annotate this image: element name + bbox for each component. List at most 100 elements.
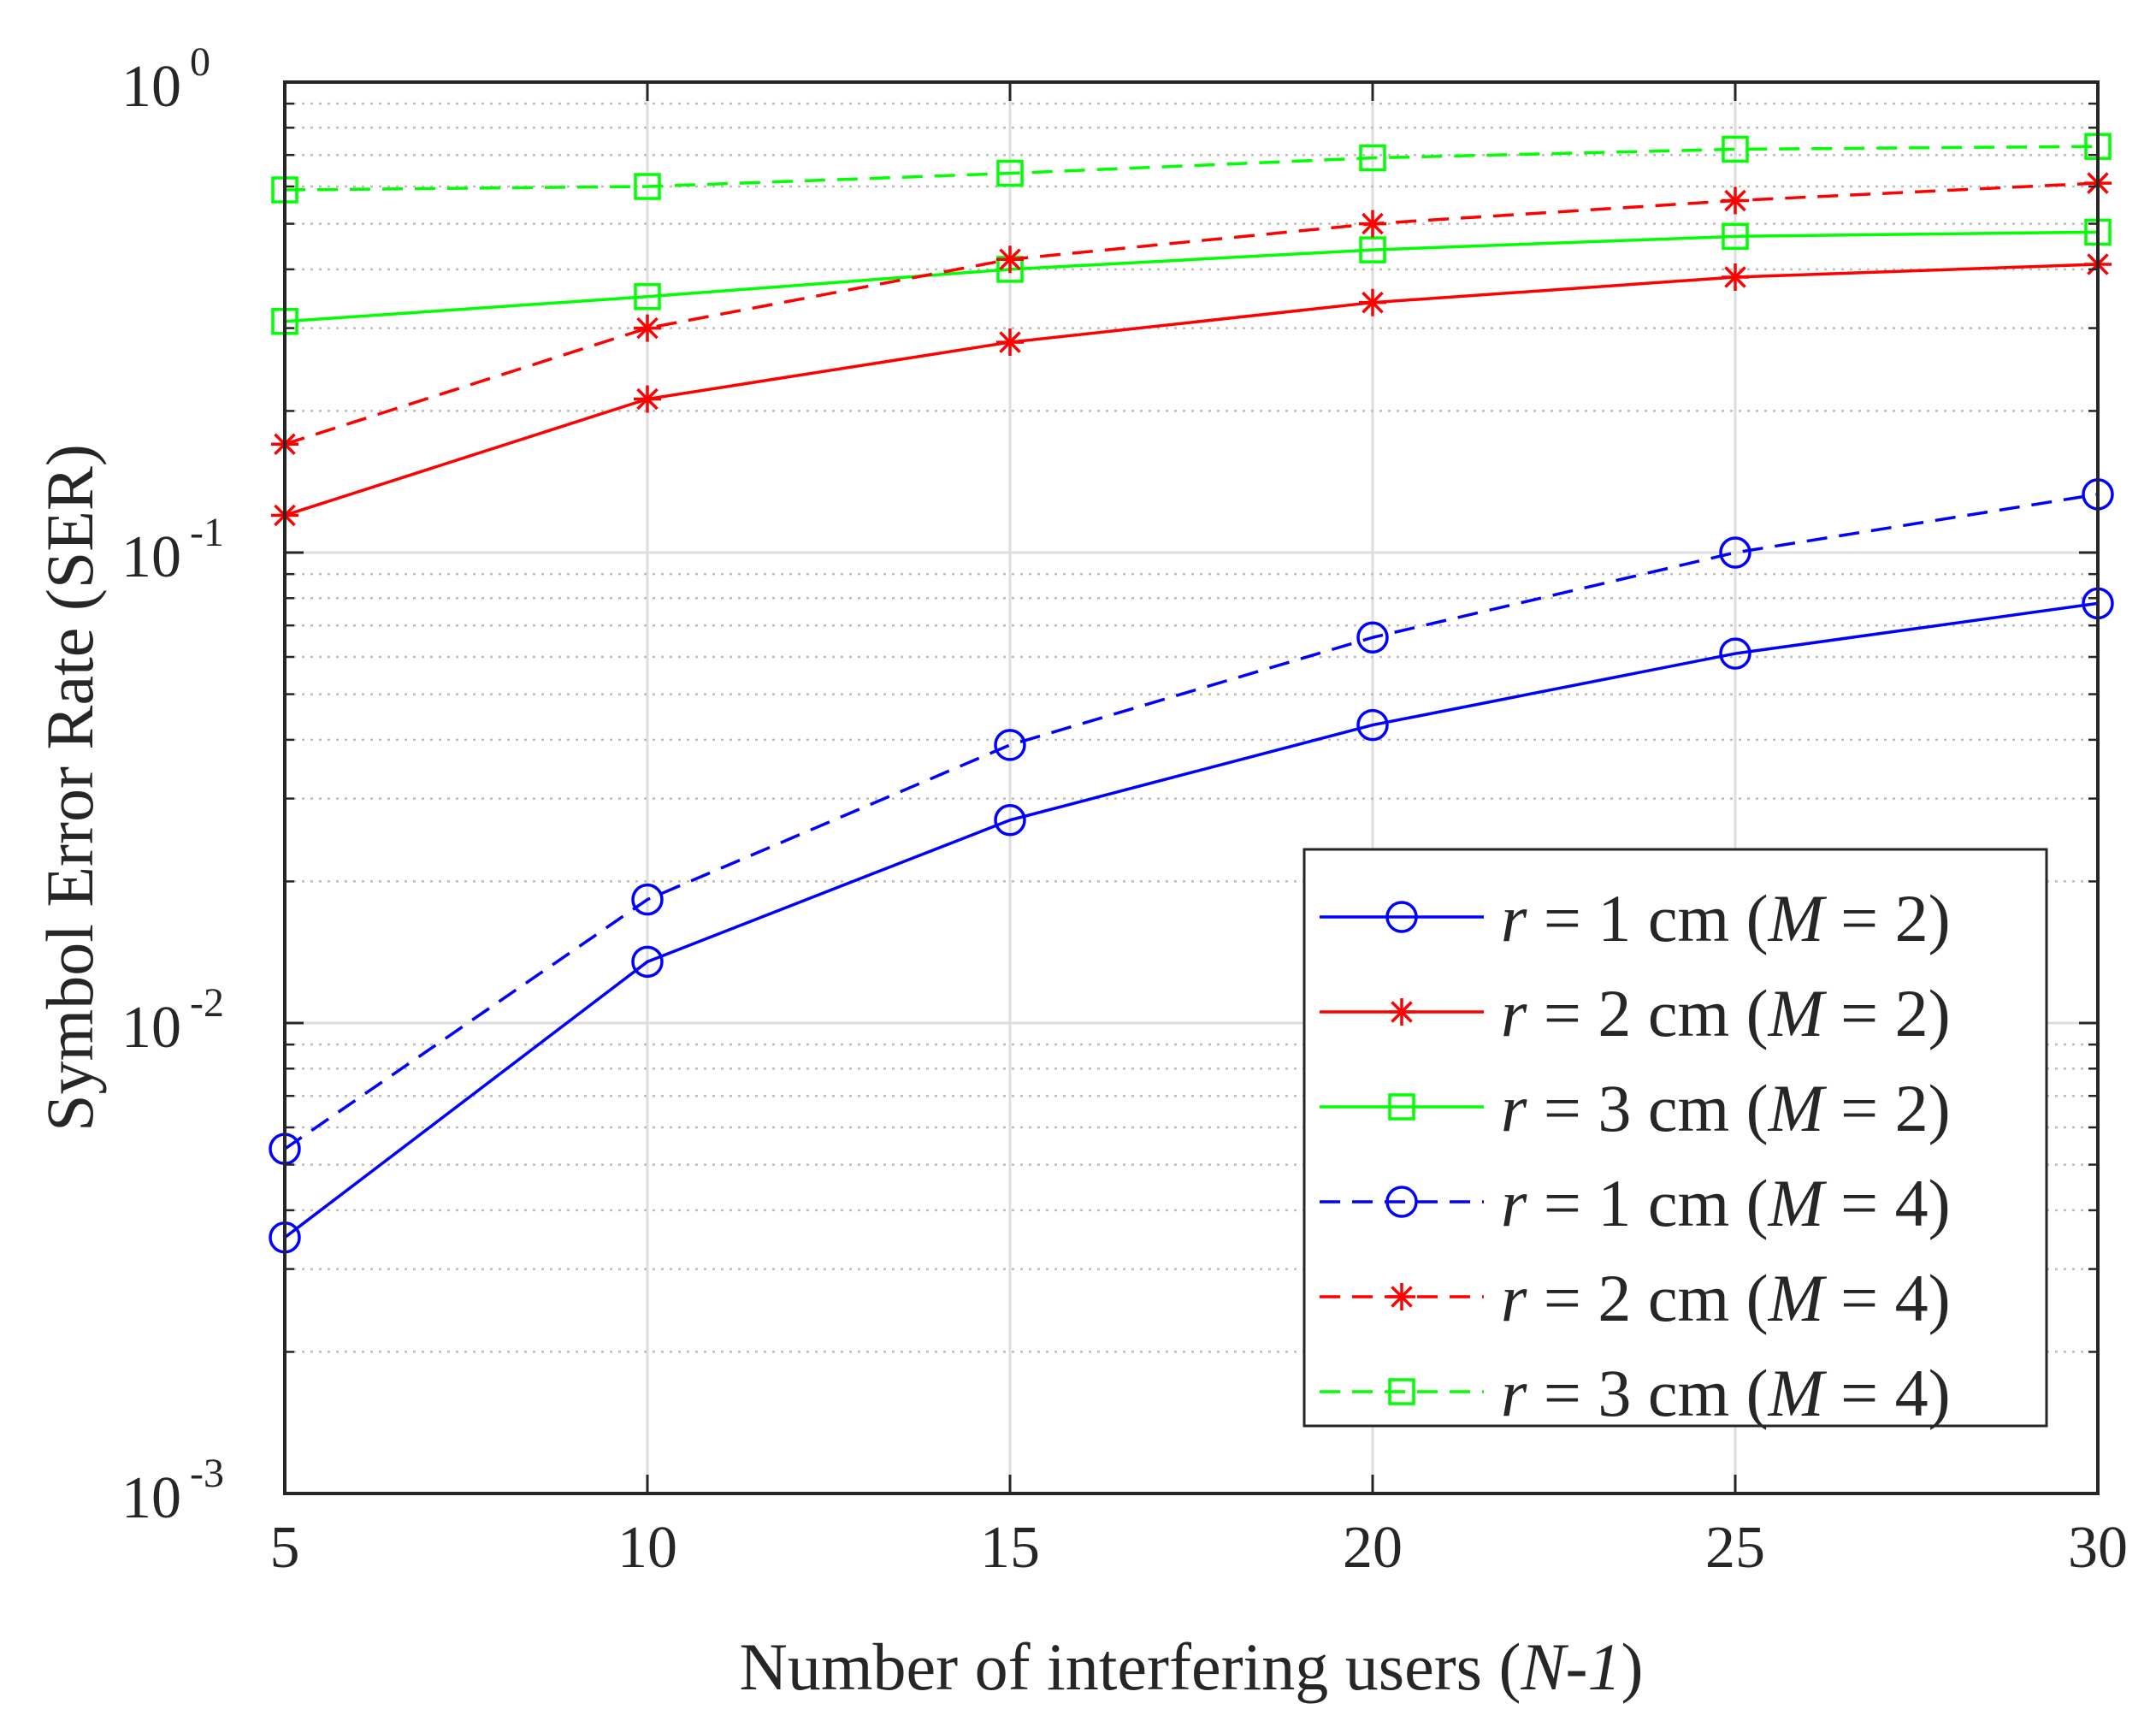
- legend-mvar: M: [1768, 1071, 1828, 1145]
- y-tick-label: 10 -3: [121, 1451, 224, 1531]
- legend-marker: [1388, 1283, 1415, 1310]
- y-tick-label: 10 -2: [121, 980, 224, 1061]
- star-stroke: [1362, 212, 1384, 235]
- axes-box: [283, 80, 2100, 1495]
- legend-entry: r = 3 cm (M = 4): [1320, 1356, 1951, 1430]
- series-line: [284, 145, 2099, 192]
- x-tick-label: 30: [2068, 1515, 2128, 1581]
- x-tick-label: 15: [980, 1515, 1040, 1581]
- data-point: [1722, 135, 1749, 163]
- y-tick-label: 10 -1: [121, 510, 224, 590]
- legend-var: r: [1501, 976, 1527, 1050]
- series-line: [284, 263, 2099, 518]
- legend-entry: r = 1 cm (M = 4): [1320, 1166, 1951, 1240]
- legend-mval: = 2): [1824, 1071, 1951, 1145]
- legend-var: r: [1501, 1261, 1527, 1335]
- x-tick-label: 10: [617, 1515, 677, 1581]
- data-point: [634, 173, 661, 200]
- legend-rest: = 3 cm (: [1527, 1071, 1768, 1145]
- legend: r = 1 cm (M = 2)r = 2 cm (M = 2)r = 3 cm…: [1302, 848, 2048, 1430]
- legend-mvar: M: [1768, 1356, 1828, 1430]
- legend-box: [1302, 848, 2048, 1428]
- legend-label: r = 2 cm (M = 4): [1501, 1261, 1951, 1335]
- star-stroke: [1362, 291, 1384, 314]
- series-line: [283, 601, 2099, 1239]
- data-point: [634, 283, 661, 311]
- data-point: [1719, 536, 1751, 569]
- legend-entry: r = 1 cm (M = 2): [1320, 881, 1951, 955]
- y-tick-base: 10: [121, 1465, 181, 1531]
- legend-mvar: M: [1768, 881, 1828, 955]
- y-axis-label: Symbol Error Rate (SER): [32, 444, 107, 1132]
- legend-label: r = 2 cm (M = 2): [1501, 976, 1951, 1050]
- data-point: [996, 159, 1024, 187]
- legend-rest: = 3 cm (: [1527, 1356, 1768, 1430]
- legend-rest: = 2 cm (: [1527, 976, 1768, 1050]
- legend-rest: = 1 cm (: [1527, 881, 1768, 955]
- legend-mval: = 4): [1824, 1261, 1951, 1335]
- data-point: [996, 245, 1024, 274]
- legend-marker: [1388, 998, 1415, 1026]
- data-point: [1359, 288, 1386, 316]
- y-tick-base: 10: [121, 524, 181, 590]
- x-axis-label: Number of interfering users (N-1): [739, 1629, 1643, 1704]
- data-point: [634, 385, 661, 413]
- star-stroke: [636, 316, 659, 340]
- legend-var: r: [1501, 1166, 1527, 1240]
- legend-rest: = 1 cm (: [1527, 1166, 1768, 1240]
- legend-mval: = 4): [1824, 1166, 1951, 1240]
- data-point: [1356, 708, 1389, 742]
- legend-mvar: M: [1768, 1166, 1828, 1240]
- star-stroke: [1724, 189, 1746, 212]
- y-tick-label: 10 0: [121, 39, 210, 120]
- legend-label: r = 3 cm (M = 2): [1501, 1071, 1951, 1145]
- legend-mvar: M: [1768, 1261, 1828, 1335]
- data-point: [1722, 222, 1749, 251]
- legend-mval: = 2): [1824, 881, 1951, 955]
- legend-label: r = 3 cm (M = 4): [1501, 1356, 1951, 1430]
- legend-entry: r = 3 cm (M = 2): [1320, 1071, 1951, 1145]
- y-tick-exponent: 0: [190, 39, 210, 85]
- data-point: [1359, 144, 1386, 172]
- star-stroke: [1724, 266, 1746, 288]
- star-stroke: [999, 331, 1021, 353]
- data-point: [1719, 637, 1751, 670]
- x-tick-label: 5: [270, 1515, 300, 1581]
- series-line: [284, 493, 2099, 1150]
- data-point: [996, 328, 1024, 357]
- series-line: [284, 181, 2099, 446]
- star-stroke: [1391, 1001, 1413, 1023]
- data-point: [1722, 186, 1749, 215]
- legend-marker: [1385, 1186, 1418, 1218]
- legend-entry: r = 2 cm (M = 4): [1320, 1261, 1951, 1335]
- data-point: [634, 314, 661, 342]
- x-tick-labels: 5 10 15 20 25 30: [270, 1515, 2129, 1581]
- y-tick-exponent: -3: [190, 1451, 224, 1496]
- legend-var: r: [1501, 1071, 1527, 1145]
- y-tick-exponent: -2: [190, 980, 224, 1026]
- legend-mval: = 2): [1824, 976, 1951, 1050]
- data-point: [1359, 210, 1386, 238]
- x-tick-label: 25: [1705, 1515, 1765, 1581]
- legend-var: r: [1501, 881, 1527, 955]
- x-tick-label: 20: [1343, 1515, 1403, 1581]
- legend-marker: [1385, 901, 1418, 933]
- legend-mval: = 4): [1824, 1356, 1951, 1430]
- y-tick-base: 10: [121, 54, 181, 120]
- legend-label: r = 1 cm (M = 4): [1501, 1166, 1951, 1240]
- y-tick-exponent: -1: [190, 510, 224, 555]
- legend-label: r = 1 cm (M = 2): [1501, 881, 1951, 955]
- legend-marker: [1388, 1093, 1415, 1121]
- legend-rest: = 2 cm (: [1527, 1261, 1768, 1335]
- y-tick-base: 10: [121, 995, 181, 1061]
- data-point: [631, 945, 664, 979]
- legend-marker: [1388, 1378, 1415, 1405]
- legend-mvar: M: [1768, 976, 1828, 1050]
- data-point: [631, 883, 664, 916]
- data-point: [1722, 263, 1749, 291]
- data-point: [994, 729, 1026, 761]
- series-line: [284, 230, 2099, 323]
- legend-var: r: [1501, 1356, 1527, 1430]
